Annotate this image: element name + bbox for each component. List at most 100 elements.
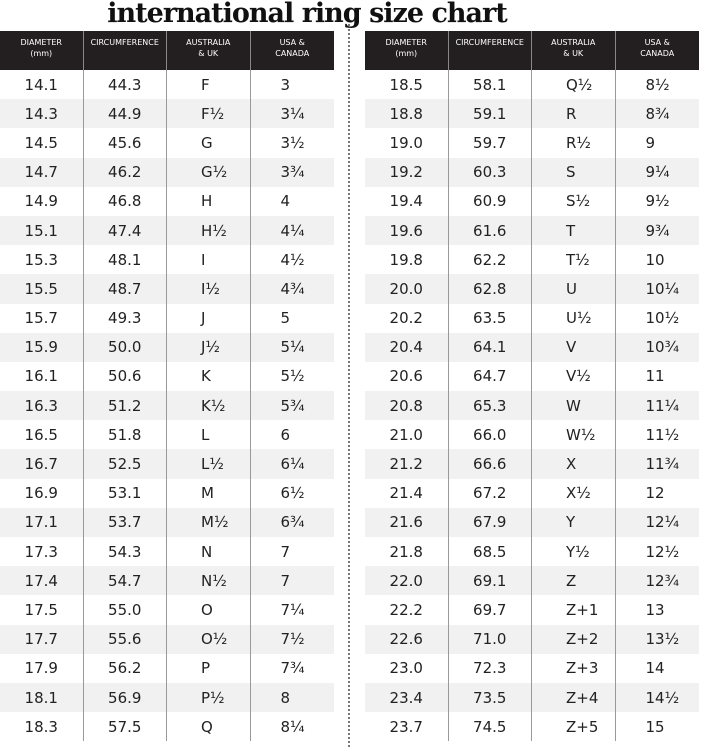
table-row: 16.7 52.5 L½ 6¼: [0, 449, 334, 479]
table-row: 14.7 46.2 G½ 3¾: [0, 157, 334, 187]
table-row: 23.7 74.5 Z+5 15: [365, 712, 699, 742]
cell-circumference: 56.9: [84, 682, 167, 713]
cell-australia-uk: I: [167, 245, 251, 275]
cell-usa-canada: 7: [280, 571, 291, 590]
cell-australia-uk: Y½: [532, 537, 616, 567]
table-row: 22.6 71.0 Z+2 13½: [365, 624, 699, 654]
cell-diameter: 20.8: [365, 391, 449, 421]
cell-australia-uk: R: [532, 99, 616, 129]
cell-australia-uk: G: [167, 128, 251, 158]
header-usa-canada: USA & CANADA: [275, 38, 310, 58]
table-row: 21.2 66.6 X 11¾: [365, 449, 699, 479]
cell-australia-uk: Y: [532, 507, 616, 537]
table-row: 15.9 50.0 J½ 5¼: [0, 332, 334, 362]
cell-usa-canada: 4: [280, 192, 291, 211]
cell-australia-uk: L: [167, 420, 251, 450]
cell-usa-canada: 12½: [645, 542, 680, 561]
cell-australia-uk: O½: [167, 624, 251, 654]
cell-circumference: 66.6: [449, 449, 532, 479]
table-row: 20.8 65.3 W 11¼: [365, 391, 699, 421]
cell-usa-canada: 4½: [280, 250, 305, 269]
cell-usa-canada: 3¼: [280, 104, 305, 123]
cell-diameter: 20.6: [365, 361, 449, 392]
cell-circumference: 59.7: [449, 128, 532, 158]
table-row: 19.0 59.7 R½ 9: [365, 128, 699, 158]
table-row: 21.0 66.0 W½ 11½: [365, 420, 699, 450]
cell-usa-canada: 8¼: [280, 717, 305, 736]
right-size-table: DIAMETER (mm) CIRCUMFERENCE AUSTRALIA & …: [365, 31, 699, 742]
cell-diameter: 22.6: [365, 624, 449, 654]
cell-usa-canada: 13: [645, 600, 665, 619]
cell-circumference: 69.1: [449, 566, 532, 596]
cell-australia-uk: Z+5: [532, 712, 616, 742]
cell-usa-canada: 10¾: [645, 338, 680, 357]
cell-usa-canada: 7½: [280, 630, 305, 649]
cell-diameter: 21.6: [365, 507, 449, 537]
cell-circumference: 48.1: [84, 245, 167, 275]
cell-australia-uk: M½: [167, 507, 251, 537]
cell-diameter: 20.4: [365, 332, 449, 362]
cell-usa-canada: 8¾: [645, 104, 670, 123]
cell-usa-canada: 11¼: [645, 396, 680, 415]
cell-circumference: 44.9: [84, 99, 167, 129]
cell-australia-uk: T½: [532, 245, 616, 275]
cell-diameter: 14.3: [0, 99, 84, 129]
table-row: 21.4 67.2 X½ 12: [365, 478, 699, 508]
cell-diameter: 19.0: [365, 128, 449, 158]
cell-usa-canada: 11½: [645, 425, 680, 444]
cell-australia-uk: J½: [167, 332, 251, 362]
table-row: 15.1 47.4 H½ 4¼: [0, 215, 334, 246]
cell-diameter: 18.3: [0, 712, 84, 742]
table-row: 19.6 61.6 T 9¾: [365, 215, 699, 246]
cell-australia-uk: K: [167, 361, 251, 392]
cell-circumference: 46.2: [84, 157, 167, 187]
cell-diameter: 23.7: [365, 712, 449, 742]
cell-australia-uk: F: [167, 70, 251, 100]
cell-usa-canada: 9: [645, 133, 656, 152]
cell-diameter: 16.7: [0, 449, 84, 479]
cell-diameter: 18.8: [365, 99, 449, 129]
cell-australia-uk: Q: [167, 712, 251, 742]
cell-australia-uk: U: [532, 274, 616, 304]
cell-circumference: 72.3: [449, 653, 532, 683]
table-row: 14.9 46.8 H 4: [0, 186, 334, 216]
cell-circumference: 50.0: [84, 332, 167, 362]
cell-usa-canada: 9¼: [645, 163, 670, 182]
cell-diameter: 17.4: [0, 566, 84, 596]
table-body: 14.1 44.3 F 3 14.3 44.9 F½ 3¼ 14.5 45.6 G 3½ 14.7 46.…: [0, 70, 334, 742]
cell-australia-uk: O: [167, 595, 251, 625]
header-circumference: CIRCUMFERENCE: [84, 31, 167, 70]
cell-usa-canada: 6½: [280, 484, 305, 503]
table-row: 16.9 53.1 M 6½: [0, 478, 334, 508]
table-row: 19.2 60.3 S 9¼: [365, 157, 699, 187]
cell-circumference: 55.6: [84, 624, 167, 654]
cell-circumference: 49.3: [84, 303, 167, 333]
table-row: 21.6 67.9 Y 12¼: [365, 507, 699, 537]
cell-usa-canada: 9¾: [645, 221, 670, 240]
cell-circumference: 53.7: [84, 507, 167, 537]
table-row: 17.7 55.6 O½ 7½: [0, 624, 334, 654]
cell-australia-uk: M: [167, 478, 251, 508]
table-body: 18.5 58.1 Q½ 8½ 18.8 59.1 R 8¾ 19.0 59.7 R½ 9 19.2 60…: [365, 70, 699, 742]
cell-diameter: 21.0: [365, 420, 449, 450]
cell-usa-canada: 5¼: [280, 338, 305, 357]
cell-diameter: 19.4: [365, 186, 449, 216]
table-row: 17.4 54.7 N½ 7: [0, 566, 334, 596]
cell-circumference: 60.3: [449, 157, 532, 187]
cell-circumference: 54.7: [84, 566, 167, 596]
cell-circumference: 71.0: [449, 624, 532, 654]
header-circumference: CIRCUMFERENCE: [449, 31, 532, 70]
cell-australia-uk: Z+1: [532, 595, 616, 625]
cell-australia-uk: H½: [167, 215, 251, 246]
cell-usa-canada: 3½: [280, 133, 305, 152]
cell-diameter: 23.4: [365, 682, 449, 713]
cell-australia-uk: Z+3: [532, 653, 616, 683]
table-row: 23.0 72.3 Z+3 14: [365, 653, 699, 683]
cell-diameter: 17.1: [0, 507, 84, 537]
dotted-divider: [348, 24, 350, 747]
cell-circumference: 62.2: [449, 245, 532, 275]
cell-diameter: 16.3: [0, 391, 84, 421]
cell-australia-uk: V: [532, 332, 616, 362]
cell-circumference: 62.8: [449, 274, 532, 304]
cell-diameter: 23.0: [365, 653, 449, 683]
